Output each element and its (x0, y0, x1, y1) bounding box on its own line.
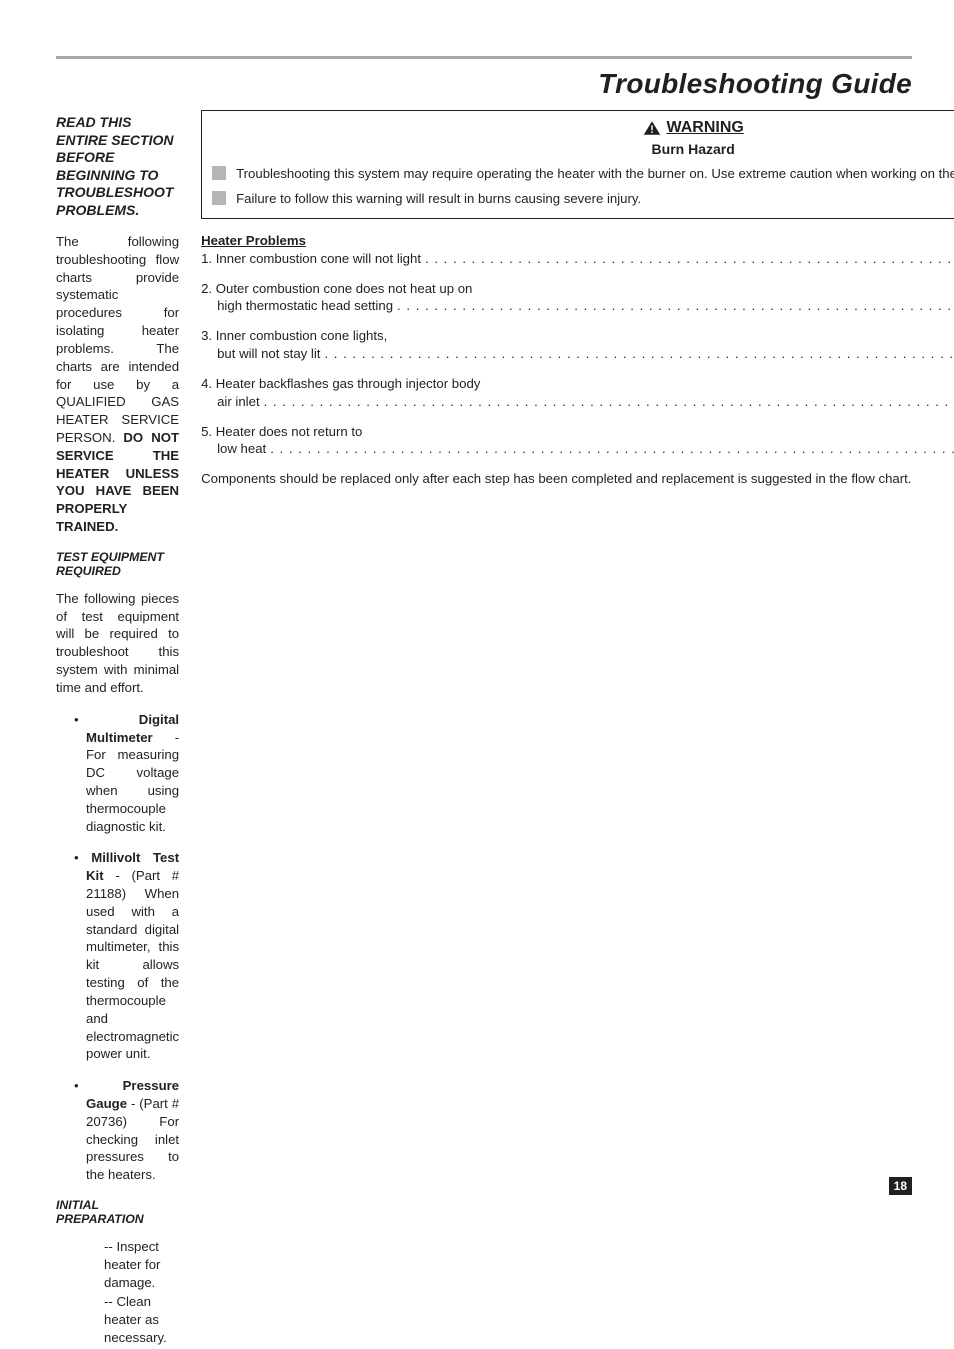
problem-text: Inner combustion cone will not light (216, 251, 421, 266)
equipment-desc: - For measuring DC voltage when using th… (86, 730, 179, 834)
problem-number: 2. (201, 281, 212, 296)
leader-dots (266, 440, 954, 458)
problems-header: Heater Problems Page (201, 233, 954, 248)
leader-dots (260, 393, 954, 411)
prep-item: Inspect heater for damage. (104, 1238, 179, 1291)
prep-list: Inspect heater for damage. Clean heater … (56, 1238, 179, 1347)
leader-dots (421, 250, 954, 268)
columns: READ THIS ENTIRE SECTION BEFORE BEGINNIN… (56, 110, 912, 1349)
leader-dots (393, 297, 954, 315)
warning-box: WARNING Burn Hazard Troubleshooting this… (201, 110, 954, 219)
initial-prep-heading: INITIAL PREPARATION (56, 1198, 179, 1226)
problem-text: Heater backflashes gas through injector … (216, 376, 481, 391)
section-heading: READ THIS ENTIRE SECTION BEFORE BEGINNIN… (56, 114, 179, 219)
problem-number: 3. (201, 328, 212, 343)
problem-number: 1. (201, 251, 212, 266)
warning-list: Troubleshooting this system may require … (212, 165, 954, 208)
top-rule (56, 56, 912, 59)
closing-paragraph: Components should be replaced only after… (201, 470, 954, 488)
warning-text: Failure to follow this warning will resu… (236, 190, 641, 207)
warning-item: Troubleshooting this system may require … (212, 165, 954, 182)
problem-entry: 4. Heater backflashes gas through inject… (201, 375, 954, 411)
problem-text: Outer combustion cone does not heat up o… (216, 281, 473, 296)
right-column: WARNING Burn Hazard Troubleshooting this… (201, 110, 954, 1349)
warning-subtitle: Burn Hazard (212, 141, 954, 157)
prep-item: Clean heater as necessary. (104, 1293, 179, 1346)
problem-number: 5. (201, 424, 212, 439)
test-equipment-heading: TEST EQUIPMENT REQUIRED (56, 550, 179, 578)
left-column: READ THIS ENTIRE SECTION BEFORE BEGINNIN… (56, 110, 179, 1349)
warning-title: WARNING (667, 119, 744, 137)
equipment-item: Pressure Gauge - (Part # 20736) For chec… (74, 1077, 179, 1184)
intro-text: The following troubleshooting flow chart… (56, 234, 179, 445)
intro-paragraph: The following troubleshooting flow chart… (56, 233, 179, 536)
page-title: Troubleshooting Guide (598, 68, 912, 100)
page-number-tab: 18 (889, 1177, 912, 1195)
equipment-item: Millivolt Test Kit - (Part # 21188) When… (74, 849, 179, 1063)
problem-entry: 3. Inner combustion cone lights, but wil… (201, 327, 954, 363)
square-bullet-icon (212, 191, 226, 205)
warning-text: Troubleshooting this system may require … (236, 165, 954, 182)
leader-dots (320, 345, 954, 363)
intro-emphasis: DO NOT SERVICE THE HEATER UNLESS YOU HAV… (56, 430, 179, 534)
warning-title-line: WARNING (643, 119, 744, 137)
equipment-item: Digital Multimeter - For measuring DC vo… (74, 711, 179, 836)
problem-text-2: high thermostatic head setting (217, 297, 393, 315)
equipment-desc: - (Part # 21188) When used with a standa… (86, 868, 179, 1061)
problem-number: 4. (201, 376, 212, 391)
problem-text-2: but will not stay lit (217, 345, 320, 363)
problem-entry: 2. Outer combustion cone does not heat u… (201, 280, 954, 316)
square-bullet-icon (212, 166, 226, 180)
problem-text-2: low heat (217, 440, 266, 458)
problem-entry: 1. Inner combustion cone will not light … (201, 250, 954, 268)
problems-header-left: Heater Problems (201, 233, 306, 248)
equipment-list: Digital Multimeter - For measuring DC vo… (56, 711, 179, 1184)
problem-text-2: air inlet (217, 393, 260, 411)
problem-text: Heater does not return to (216, 424, 363, 439)
warning-triangle-icon (643, 120, 661, 136)
problems-index: 1. Inner combustion cone will not light … (201, 250, 954, 458)
page: Troubleshooting Guide READ THIS ENTIRE S… (0, 0, 954, 1235)
problem-text: Inner combustion cone lights, (216, 328, 388, 343)
test-equipment-intro: The following pieces of test equipment w… (56, 590, 179, 697)
warning-item: Failure to follow this warning will resu… (212, 190, 954, 207)
warning-header: WARNING Burn Hazard (212, 119, 954, 157)
problem-entry: 5. Heater does not return to low heat 21 (201, 423, 954, 459)
